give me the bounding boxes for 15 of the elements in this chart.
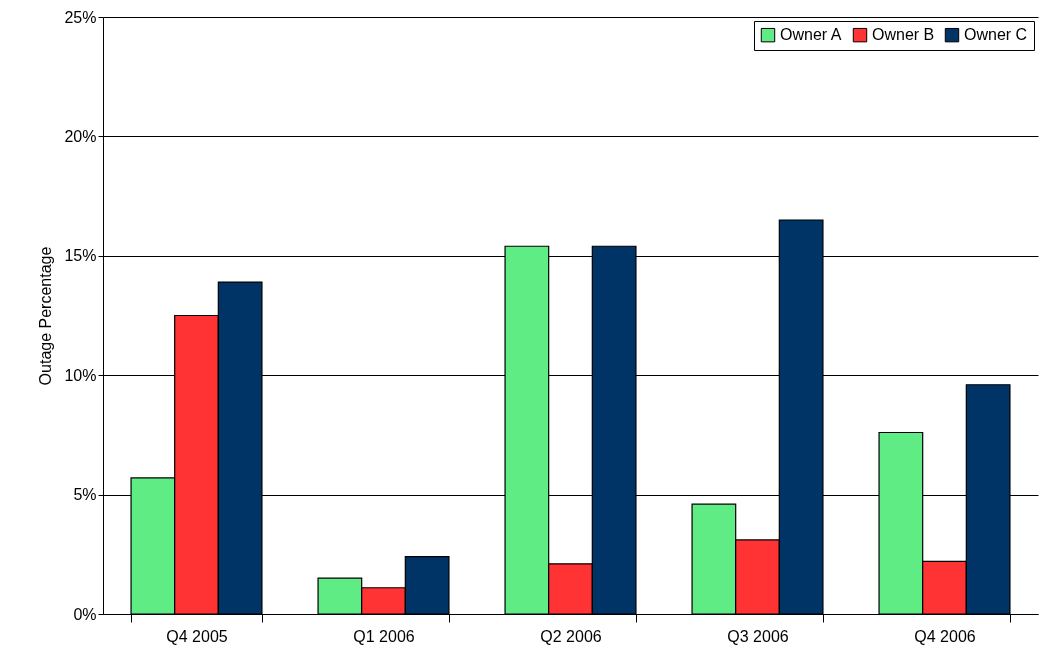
legend-label: Owner A [780, 26, 842, 44]
x-tick-label: Q3 2006 [727, 627, 789, 645]
y-tick-label: 15% [64, 247, 97, 265]
y-tick-label: 10% [64, 366, 97, 384]
x-tick-label: Q4 2006 [914, 627, 976, 645]
x-tick-label: Q1 2006 [353, 627, 415, 645]
y-axis-title: Outage Percentage [37, 246, 55, 386]
legend-label: Owner C [964, 26, 1028, 44]
y-tick-label: 20% [64, 127, 97, 145]
x-tick-label: Q2 2006 [540, 627, 602, 645]
y-tick-label: 25% [64, 8, 97, 26]
y-tick-label: 0% [73, 605, 97, 623]
legend-label: Owner B [872, 26, 935, 44]
y-tick-label: 5% [73, 486, 97, 504]
x-tick-label: Q4 2005 [166, 627, 228, 645]
